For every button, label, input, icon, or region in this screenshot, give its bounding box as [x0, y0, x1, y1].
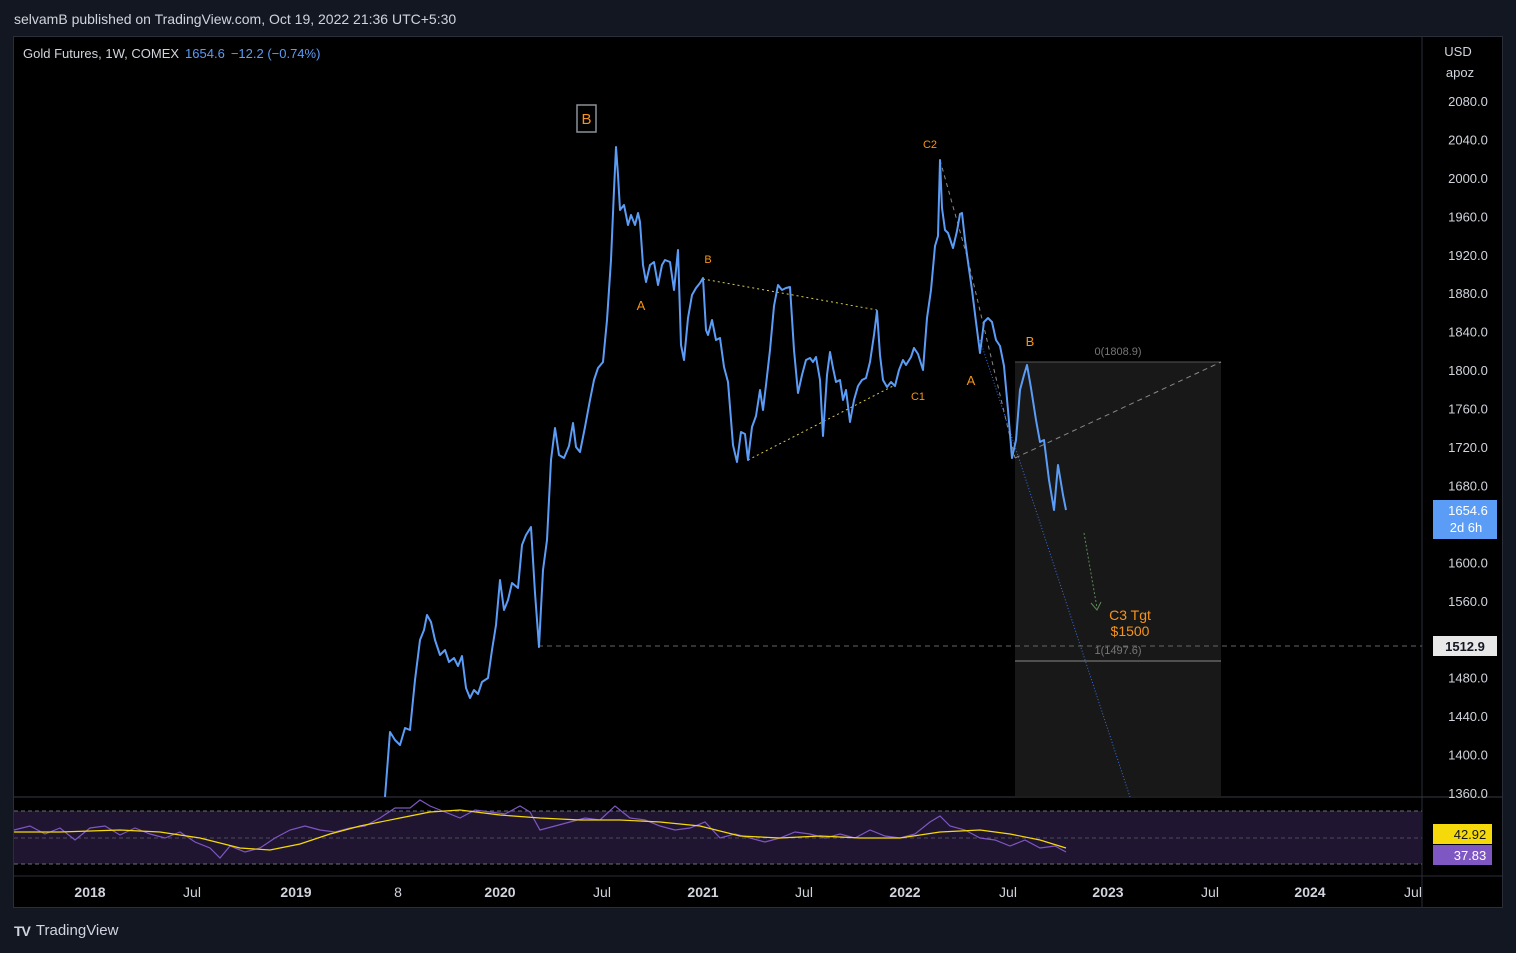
- price-tick-label: 1800.0: [1448, 363, 1488, 378]
- footer-brand[interactable]: TV TradingView: [14, 922, 118, 939]
- price-tick-label: 1880.0: [1448, 286, 1488, 301]
- rsi-value: 42.92: [1454, 827, 1487, 842]
- legend-change: −12.2 (−0.74%): [230, 46, 321, 61]
- publisher-text: selvamB published on TradingView.com, Oc…: [14, 11, 457, 27]
- price-tick-label: 1720.0: [1448, 440, 1488, 455]
- time-tick-label: Jul: [1201, 884, 1219, 900]
- fib-retracement-box: [1015, 362, 1221, 797]
- rsi-ma-line: [14, 809, 1067, 851]
- target-arrow-head: [1090, 601, 1102, 611]
- symbol-legend[interactable]: Gold Futures, 1W, COMEX 1654.6 −12.2 (−0.7…: [23, 46, 320, 61]
- time-tick-label: Jul: [593, 884, 611, 900]
- price-tick-label: 1960.0: [1448, 209, 1488, 224]
- wave-dashed-line-2: [967, 259, 1016, 459]
- wave-b2-label: B: [1026, 334, 1035, 349]
- fib-top-label: 0(1808.9): [1094, 346, 1141, 358]
- time-tick-label: 2024: [1294, 884, 1325, 900]
- wave-b-box-label: B: [581, 111, 591, 128]
- time-tick-label: 8: [394, 884, 402, 900]
- time-tick-label: 2018: [74, 884, 105, 900]
- price-ticks: 2080.0 2040.0 2000.0 1960.0 1920.0 1880.0 1840…: [1448, 94, 1488, 801]
- last-price-box: [1433, 500, 1497, 539]
- time-tick-label: 2019: [280, 884, 311, 900]
- wave-a1-label: A: [637, 298, 646, 313]
- price-tick-label: 1760.0: [1448, 402, 1488, 417]
- price-series-line: [384, 146, 1067, 798]
- price-tick-label: 1600.0: [1448, 555, 1488, 570]
- price-tick-label: 2040.0: [1448, 132, 1488, 147]
- price-tick-label: 1560.0: [1448, 594, 1488, 609]
- price-tick-label: 2000.0: [1448, 171, 1488, 186]
- price-tick-label: 1480.0: [1448, 671, 1488, 686]
- rsi-value-box: [1433, 824, 1492, 844]
- time-tick-label: 2020: [484, 884, 515, 900]
- target-label-1: C3 Tgt: [1109, 607, 1151, 623]
- time-tick-label: Jul: [999, 884, 1017, 900]
- horizontal-line-price: 1512.9: [1445, 639, 1485, 654]
- wave-c1-label: C1: [911, 391, 925, 403]
- price-tick-label: 1920.0: [1448, 248, 1488, 263]
- time-ticks: 2018 Jul 2019 8 2020 Jul 2021 Jul 2022 Jul 2023 Jul…: [74, 884, 1422, 900]
- price-axis-scale: apoz: [1446, 65, 1474, 80]
- top-bar: selvamB published on TradingView.com, Oc…: [0, 0, 1516, 36]
- price-tick-label: 2080.0: [1448, 94, 1488, 109]
- wave-b1-label: B: [704, 254, 711, 266]
- last-price-value: 1654.6: [1448, 503, 1488, 518]
- last-price-countdown: 2d 6h: [1450, 520, 1483, 535]
- time-tick-label: 2023: [1092, 884, 1123, 900]
- target-label-2: $1500: [1111, 623, 1150, 639]
- downtrend-line: [979, 339, 1131, 798]
- fib-bottom-label: 1(1497.6): [1094, 645, 1141, 657]
- tradingview-logo-icon: TV: [14, 922, 31, 939]
- legend-price: 1654.6: [185, 46, 225, 61]
- rsi-ma-value: 37.83: [1454, 848, 1487, 863]
- price-tick-label: 1840.0: [1448, 325, 1488, 340]
- time-tick-label: Jul: [795, 884, 813, 900]
- time-tick-label: Jul: [183, 884, 201, 900]
- symbol-name: Gold Futures, 1W, COMEX: [23, 46, 180, 61]
- wave-dashed-line-1: [939, 159, 969, 261]
- wave-b-box: [576, 104, 597, 133]
- target-arrow-line: [1083, 532, 1098, 609]
- trend-line-upper: [1014, 361, 1222, 459]
- price-tick-label: 1400.0: [1448, 748, 1488, 763]
- chart-frame[interactable]: [13, 36, 1503, 908]
- price-axis-currency: USD: [1444, 44, 1471, 59]
- price-tick-label: 1440.0: [1448, 709, 1488, 724]
- rsi-ma-box: [1433, 845, 1492, 865]
- time-tick-label: 2021: [687, 884, 718, 900]
- footer-brand-text: TradingView: [35, 922, 119, 939]
- price-tick-label: 1680.0: [1448, 478, 1488, 493]
- wave-a2-label: A: [967, 373, 976, 388]
- price-tick-label: 1360.0: [1448, 786, 1488, 801]
- time-tick-label: 2022: [889, 884, 920, 900]
- time-tick-label: Jul: [1404, 884, 1422, 900]
- wave-c2-label: C2: [923, 139, 937, 151]
- horizontal-line-price-box: [1433, 636, 1497, 656]
